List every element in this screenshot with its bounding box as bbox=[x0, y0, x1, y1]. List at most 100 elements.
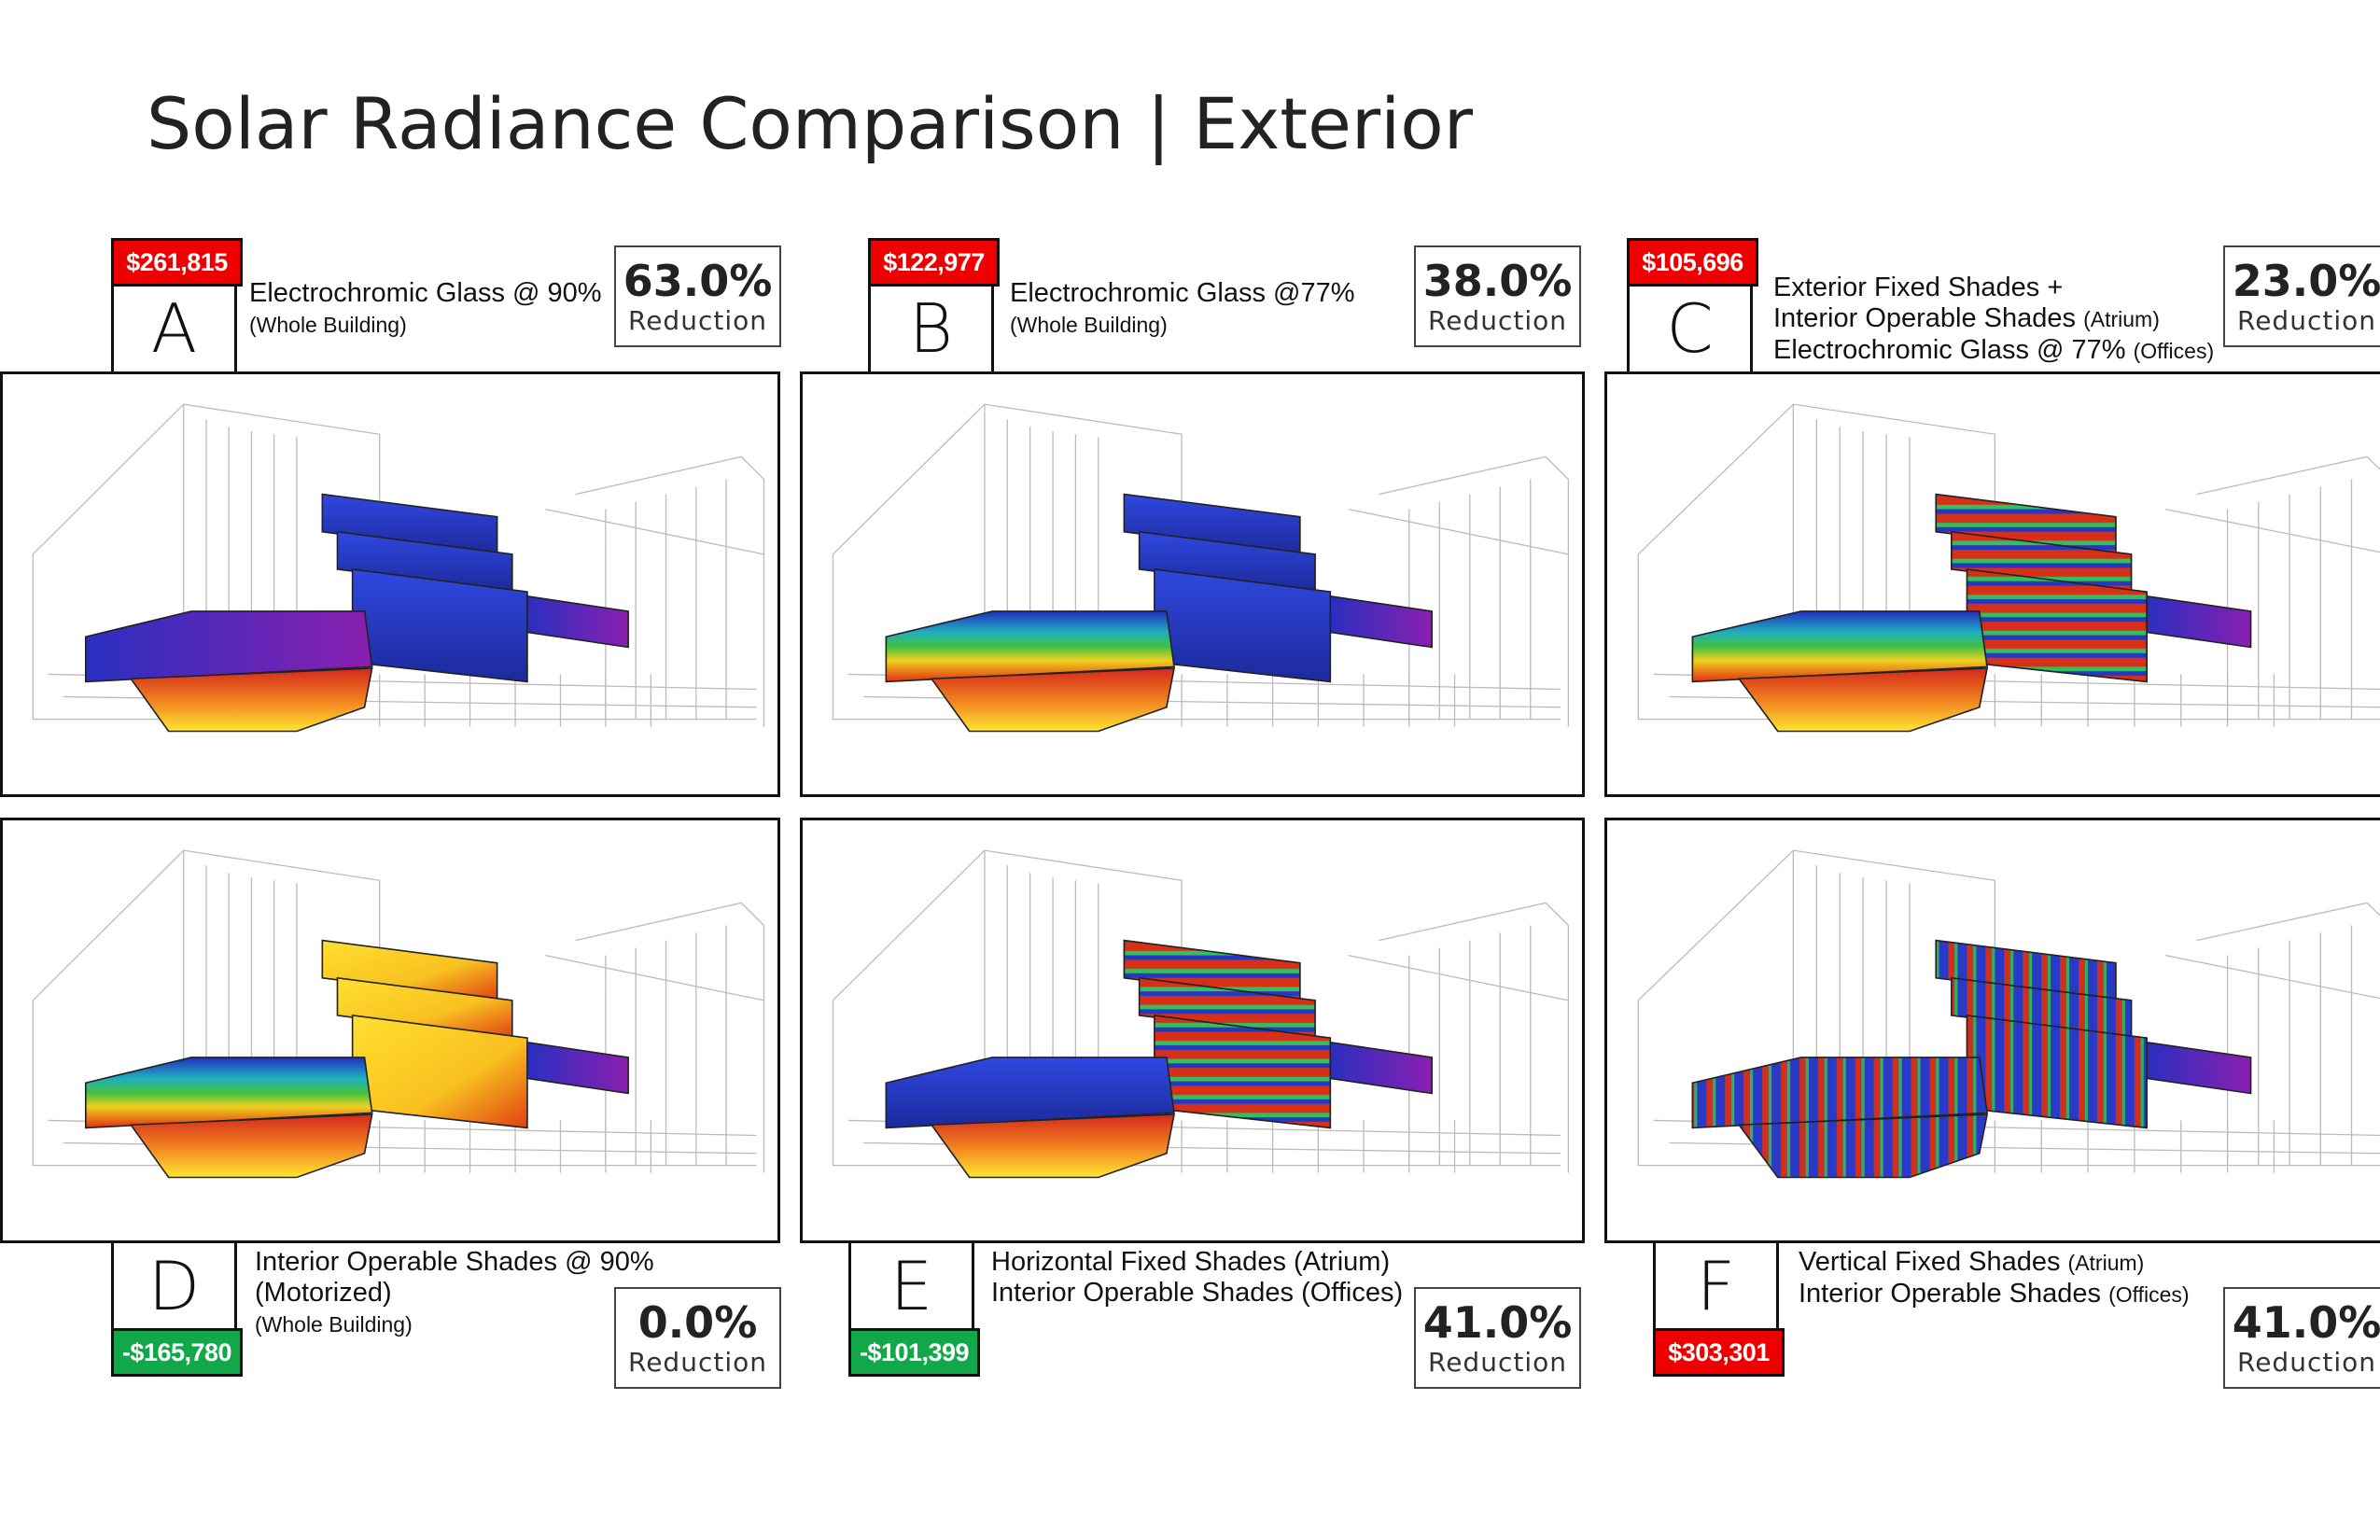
page-title: Solar Radiance Comparison | Exterior bbox=[147, 82, 1473, 165]
description-line: Interior Operable Shades @ 90% bbox=[255, 1247, 654, 1278]
option-description: Vertical Fixed Shades (Atrium) Interior O… bbox=[1799, 1247, 2190, 1310]
description-text: Interior Operable Shades @ 90% bbox=[255, 1247, 654, 1277]
building-podium bbox=[85, 610, 373, 683]
description-line: (Motorized) bbox=[255, 1278, 654, 1309]
description-text: Electrochromic Glass @77% bbox=[1010, 278, 1355, 308]
description-note: (Whole Building) bbox=[1010, 313, 1168, 337]
description-note: (Whole Building) bbox=[249, 313, 407, 337]
building-funnel bbox=[1737, 1113, 1989, 1179]
reduction-value: 0.0% bbox=[637, 1297, 758, 1348]
building-funnel bbox=[1737, 667, 1989, 733]
building-wing bbox=[2146, 595, 2252, 649]
description-line: (Whole Building) bbox=[255, 1309, 654, 1340]
solar-radiance-render bbox=[32, 403, 765, 733]
option-letter-box: $261,815 A bbox=[111, 238, 243, 371]
building-wing bbox=[1329, 595, 1433, 649]
solar-radiance-render bbox=[1637, 849, 2380, 1179]
description-line: Vertical Fixed Shades (Atrium) bbox=[1799, 1247, 2190, 1279]
render-panel-e bbox=[800, 818, 1585, 1243]
reduction-box: 41.0% Reduction bbox=[2223, 1287, 2380, 1389]
reduction-label: Reduction bbox=[2237, 305, 2376, 336]
reduction-value: 41.0% bbox=[2232, 1297, 2380, 1348]
description-line: Electrochromic Glass @ 77% (Offices) bbox=[1773, 335, 2214, 367]
description-text: Electrochromic Glass @ 77% bbox=[1773, 335, 2126, 365]
description-text: Interior Operable Shades bbox=[1799, 1279, 2102, 1309]
reduction-box: 0.0% Reduction bbox=[614, 1287, 781, 1389]
building-funnel bbox=[129, 1113, 373, 1179]
building-podium bbox=[85, 1057, 373, 1129]
description-note: (Atrium) bbox=[2083, 307, 2160, 331]
option-letter-box: -$101,399 E bbox=[848, 1243, 980, 1377]
reduction-box: 41.0% Reduction bbox=[1414, 1287, 1581, 1389]
description-line: Interior Operable Shades (Offices) bbox=[991, 1278, 1403, 1309]
description-text: Interior Operable Shades (Offices) bbox=[991, 1278, 1404, 1308]
description-text: Electrochromic Glass @ 90% bbox=[249, 278, 602, 308]
cost-badge: $122,977 bbox=[868, 238, 1000, 287]
building-funnel bbox=[129, 667, 373, 733]
reduction-value: 63.0% bbox=[623, 256, 773, 306]
reduction-box: 63.0% Reduction bbox=[614, 245, 781, 347]
reduction-label: Reduction bbox=[628, 1347, 767, 1378]
option-letter: B bbox=[908, 289, 954, 368]
solar-radiance-render bbox=[32, 849, 765, 1179]
render-panel-f bbox=[1604, 818, 2380, 1243]
building-funnel bbox=[930, 1113, 1175, 1179]
building-funnel bbox=[930, 667, 1175, 733]
option-description: Electrochromic Glass @ 90% (Whole Buildi… bbox=[249, 278, 602, 341]
solar-radiance-render bbox=[832, 849, 1570, 1179]
reduction-value: 38.0% bbox=[1422, 256, 1573, 306]
description-line: (Whole Building) bbox=[249, 309, 602, 341]
description-line: (Whole Building) bbox=[1010, 309, 1355, 341]
option-letter: D bbox=[147, 1247, 201, 1325]
reduction-box: 38.0% Reduction bbox=[1414, 245, 1581, 347]
description-line: Exterior Fixed Shades + bbox=[1773, 273, 2214, 303]
building-podium bbox=[1691, 610, 1989, 683]
description-line: Horizontal Fixed Shades (Atrium) bbox=[991, 1247, 1403, 1278]
render-panel-c bbox=[1604, 371, 2380, 797]
description-note: (Whole Building) bbox=[255, 1312, 413, 1337]
description-text: (Motorized) bbox=[255, 1278, 392, 1308]
reduction-label: Reduction bbox=[1428, 305, 1567, 336]
reduction-box: 23.0% Reduction bbox=[2223, 245, 2380, 347]
option-letter: E bbox=[889, 1247, 933, 1325]
reduction-label: Reduction bbox=[1428, 1347, 1567, 1378]
description-line: Interior Operable Shades (Offices) bbox=[1799, 1279, 2190, 1310]
building-wing bbox=[526, 595, 629, 649]
building-podium bbox=[885, 610, 1175, 683]
description-text: Horizontal Fixed Shades (Atrium) bbox=[991, 1247, 1391, 1277]
render-panel-a bbox=[0, 371, 780, 797]
cost-badge: $105,696 bbox=[1627, 238, 1758, 287]
building-wing bbox=[1329, 1041, 1433, 1095]
solar-radiance-render bbox=[832, 403, 1570, 733]
cost-badge: $261,815 bbox=[111, 238, 243, 287]
option-letter-box: $122,977 B bbox=[868, 238, 1000, 371]
building-podium bbox=[885, 1057, 1175, 1129]
option-letter: C bbox=[1666, 289, 1714, 368]
description-line: Electrochromic Glass @77% bbox=[1010, 278, 1355, 309]
reduction-value: 41.0% bbox=[1422, 1297, 1573, 1348]
render-panel-b bbox=[800, 371, 1585, 797]
building-wing bbox=[526, 1041, 629, 1095]
description-text: Exterior Fixed Shades + bbox=[1773, 273, 2064, 302]
option-letter: A bbox=[150, 289, 198, 368]
description-note: (Offices) bbox=[2108, 1282, 2190, 1307]
reduction-label: Reduction bbox=[2237, 1347, 2376, 1378]
option-letter-box: -$165,780 D bbox=[111, 1243, 243, 1377]
description-line: Interior Operable Shades (Atrium) bbox=[1773, 303, 2214, 335]
render-panel-d bbox=[0, 818, 780, 1243]
description-line: Electrochromic Glass @ 90% bbox=[249, 278, 602, 309]
description-note: (Offices) bbox=[2133, 339, 2215, 363]
option-letter-box: $303,301 F bbox=[1653, 1243, 1785, 1377]
reduction-value: 23.0% bbox=[2232, 256, 2380, 306]
option-letter-box: $105,696 C bbox=[1627, 238, 1758, 371]
building-wing bbox=[2146, 1041, 2252, 1095]
description-note: (Atrium) bbox=[2067, 1251, 2145, 1275]
building-podium bbox=[1691, 1057, 1989, 1129]
solar-radiance-render bbox=[1637, 403, 2380, 733]
description-text: Vertical Fixed Shades bbox=[1799, 1247, 2061, 1277]
option-description: Interior Operable Shades @ 90% (Motorized… bbox=[255, 1247, 654, 1340]
option-letter: F bbox=[1696, 1247, 1736, 1325]
cost-badge: -$101,399 bbox=[848, 1328, 980, 1377]
description-text: Interior Operable Shades bbox=[1773, 303, 2077, 333]
option-description: Horizontal Fixed Shades (Atrium) Interior… bbox=[991, 1247, 1403, 1309]
